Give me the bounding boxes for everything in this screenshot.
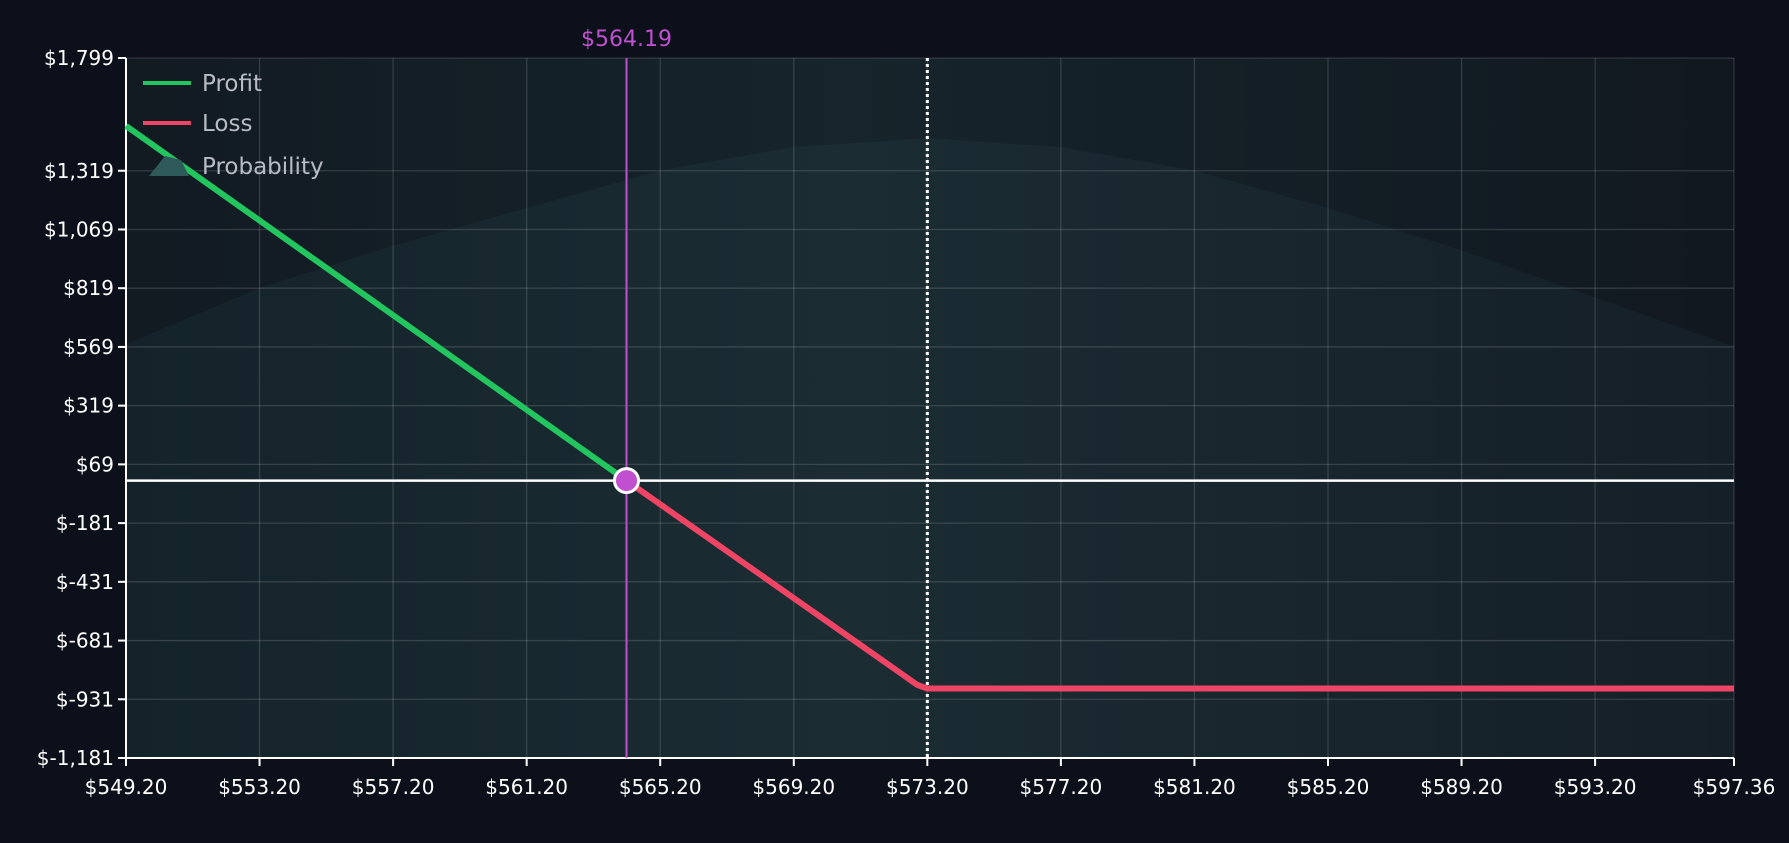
- legend-label-probability: Probability: [202, 154, 324, 180]
- x-tick-label: $553.20: [218, 775, 301, 799]
- y-axis-ticks: $1,799 $1,319 $1,069 $819 $569 $319 $69 $-181 $-…: [37, 46, 126, 770]
- y-tick-label: $-931: [56, 687, 114, 711]
- x-tick-label: $585.20: [1287, 775, 1370, 799]
- y-tick-label: $-181: [56, 511, 114, 535]
- legend-label-profit: Profit: [202, 71, 262, 97]
- y-tick-label: $1,799: [44, 46, 114, 70]
- x-tick-label: $593.20: [1554, 775, 1637, 799]
- x-tick-label: $549.20: [85, 775, 168, 799]
- y-tick-label: $-431: [56, 570, 114, 594]
- x-tick-label: $569.20: [752, 775, 835, 799]
- y-tick-label: $-681: [56, 629, 114, 653]
- x-tick-label: $573.20: [886, 775, 969, 799]
- series-line-profit: [124, 123, 629, 484]
- x-tick-label: $581.20: [1153, 775, 1236, 799]
- y-tick-label: $-1,181: [37, 746, 114, 770]
- y-tick-label: $1,069: [44, 217, 114, 241]
- x-tick-label: $577.20: [1020, 775, 1103, 799]
- x-axis-ticks: $549.20 $553.20 $557.20 $561.20 $565.20 $569.…: [85, 758, 1776, 799]
- x-tick-label: $557.20: [352, 775, 435, 799]
- legend-label-loss: Loss: [202, 111, 252, 137]
- y-tick-label: $1,319: [44, 159, 114, 183]
- probability-area: [126, 138, 1734, 759]
- x-tick-label: $597.36: [1693, 775, 1776, 799]
- series-line-loss: [624, 478, 1734, 692]
- y-tick-label: $569: [63, 335, 114, 359]
- y-tick-label: $319: [63, 394, 114, 418]
- y-tick-label: $819: [63, 276, 114, 300]
- breakeven-point[interactable]: [612, 467, 640, 495]
- legend-swatch-probability: [149, 156, 189, 176]
- x-tick-label: $561.20: [485, 775, 568, 799]
- x-tick-label: $589.20: [1420, 775, 1503, 799]
- breakeven-label: $564.19: [581, 27, 672, 52]
- x-tick-label: $565.20: [619, 775, 702, 799]
- legend: Profit Loss Probability: [143, 71, 324, 180]
- y-tick-label: $69: [76, 452, 114, 476]
- series: [124, 123, 1734, 692]
